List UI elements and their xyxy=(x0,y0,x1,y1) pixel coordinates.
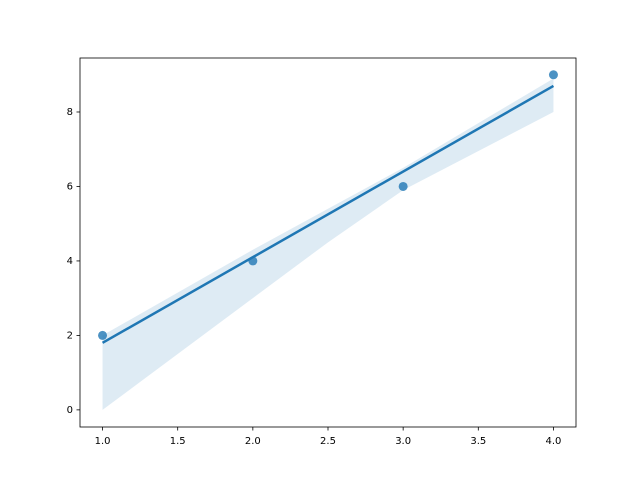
confidence-band xyxy=(102,78,554,410)
x-tick-label: 3.0 xyxy=(395,436,411,447)
y-tick-label: 4 xyxy=(67,256,73,267)
point xyxy=(398,181,408,191)
regression-line xyxy=(101,84,555,344)
x-tick-label: 1.0 xyxy=(95,436,111,447)
x-tick-label: 2.0 xyxy=(245,436,261,447)
y-tick-label: 0 xyxy=(67,405,73,416)
y-tick-label: 8 xyxy=(67,107,73,118)
x-tick-label: 3.5 xyxy=(470,436,486,447)
x-tick-label: 2.5 xyxy=(320,436,336,447)
x-tick-label: 1.5 xyxy=(170,436,186,447)
point xyxy=(548,70,558,80)
y-tick-label: 2 xyxy=(67,330,73,341)
point xyxy=(98,330,108,340)
x-tick-label: 4.0 xyxy=(546,436,562,447)
y-tick-label: 6 xyxy=(67,181,73,192)
